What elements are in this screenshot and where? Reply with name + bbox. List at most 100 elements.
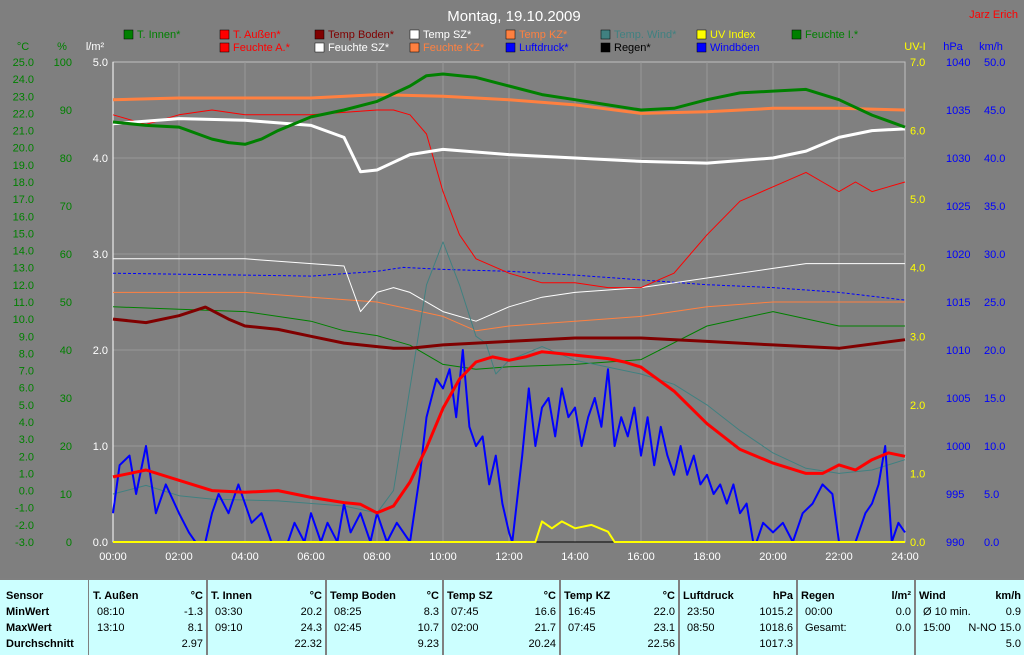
temp-tick-label: 4.0 [19,417,34,429]
wind-tick-label: 50.0 [984,57,1005,69]
hum-tick-label: 80 [60,153,72,165]
max-value: 10.7 [417,622,439,634]
uv-tick-label: 7.0 [910,57,925,69]
legend-item: T. Außen* [219,29,281,41]
avg-value: 22.56 [647,638,675,650]
legend-label: Luftdruck* [519,42,569,54]
legend-item: Temp. Wind* [600,29,677,41]
series-feuchte-kz [113,291,905,332]
uv-tick-label: 3.0 [910,331,925,343]
legend-swatch [505,42,516,53]
max-value: 0.0 [895,622,911,634]
sensor-name: Temp SZ [447,590,493,602]
summary-column: Temp KZ °C 16:45 22.0 07:45 23.1 22.56 [559,580,680,655]
legend-swatch [219,42,230,53]
temp-tick-label: 25.0 [13,57,34,69]
press-tick-label: 1015 [946,297,970,309]
avg-value: 1017.3 [759,638,793,650]
legend-label: Feuchte I.* [805,29,859,41]
wind-tick-label: 40.0 [984,153,1005,165]
legend-item: Luftdruck* [505,42,569,54]
legend-item: Feuchte SZ* [314,42,390,54]
temp-tick-label: -1.0 [15,503,34,515]
x-tick-label: 00:00 [99,551,127,563]
wind-tick-label: 5.0 [984,489,999,501]
row-label-max: MaxWert [6,622,52,634]
x-tick-label: 10:00 [429,551,457,563]
avg-value: 22.32 [294,638,322,650]
temp-tick-label: 17.0 [13,194,34,206]
hum-tick-label: 70 [60,201,72,213]
max-value: 21.7 [534,622,556,634]
min-value: 0.0 [895,606,911,618]
series-temp-sz [112,117,906,174]
press-tick-label: 990 [946,537,964,549]
legend-swatch [600,42,611,53]
legend-swatch [696,29,707,40]
x-tick-label: 24:00 [891,551,919,563]
max-value: 8.1 [187,622,203,634]
min-time: 08:25 [334,606,362,618]
min-time: 08:10 [97,606,125,618]
chart-area: 00:00 02:00 04:00 06:00 08:00 10:00 12:00 14:00… [13,8,1018,563]
wind-tick-label: 0.0 [984,537,999,549]
legend-label: Temp SZ* [423,29,472,41]
press-tick-label: 995 [946,489,964,501]
legend-swatch [314,42,325,53]
x-tick-label: 18:00 [693,551,721,563]
sensor-unit: °C [426,590,439,602]
legend-item: T. Innen* [123,29,181,41]
legend-item: Feuchte I.* [791,29,859,41]
min-value: 8.3 [423,606,439,618]
max-value: 1018.6 [759,622,793,634]
legend-label: Feuchte KZ* [423,42,485,54]
press-tick-label: 1040 [946,57,970,69]
x-tick-label: 06:00 [297,551,325,563]
summary-table: Sensor MinWert MaxWert Durchschnitt T. A… [0,578,1024,655]
legend-item: Feuchte A.* [219,42,291,54]
x-tick-label: 04:00 [231,551,259,563]
min-time: 07:45 [451,606,479,618]
hum-tick-label: 30 [60,393,72,405]
series-feuchte-sz [113,258,905,322]
uv-tick-label: 5.0 [910,194,925,206]
min-time: Ø 10 min. [923,606,971,618]
uv-tick-label: 6.0 [910,126,925,138]
press-unit-label: hPa [943,41,963,53]
summary-column: Wind km/h Ø 10 min. 0.9 15:00 N-NO 15.0 5.0 [914,580,1024,655]
legend-swatch [696,42,707,53]
temp-tick-label: 10.0 [13,314,34,326]
temp-tick-label: 14.0 [13,246,34,258]
press-tick-label: 1005 [946,393,970,405]
row-label-avg: Durchschnitt [6,638,74,650]
series-luftdruck [112,266,906,301]
temp-tick-label: 2.0 [19,451,34,463]
wind-tick-label: 45.0 [984,105,1005,117]
max-value: 23.1 [653,622,675,634]
temp-unit-label: °C [17,41,29,53]
summary-column: T. Außen °C 08:10 -1.3 13:10 8.1 2.97 [88,580,208,655]
sensor-unit: °C [662,590,675,602]
series-t-au-en [112,350,906,515]
temp-tick-label: 20.0 [13,143,34,155]
max-time: 02:45 [334,622,362,634]
max-time: 09:10 [215,622,243,634]
summary-column: Temp Boden °C 08:25 8.3 02:45 10.7 9.23 [325,580,444,655]
hum-tick-label: 100 [54,57,72,69]
series-temp-boden [112,305,906,350]
summary-column: T. Innen °C 03:30 20.2 09:10 24.3 22.32 [206,580,327,655]
wind-tick-label: 35.0 [984,201,1005,213]
legend-item: Temp SZ* [409,29,472,41]
uv-tick-label: 1.0 [910,468,925,480]
wind-tick-label: 30.0 [984,249,1005,261]
press-tick-label: 1030 [946,153,970,165]
legend-swatch [219,29,230,40]
sensor-name: Wind [919,590,946,602]
hum-tick-label: 10 [60,489,72,501]
uv-tick-label: 0.0 [910,537,925,549]
hum-tick-label: 60 [60,249,72,261]
legend-swatch [409,42,420,53]
weather-chart: 00:00 02:00 04:00 06:00 08:00 10:00 12:00 14:00… [13,8,1018,563]
uv-tick-label: 2.0 [910,400,925,412]
temp-tick-label: 22.0 [13,108,34,120]
